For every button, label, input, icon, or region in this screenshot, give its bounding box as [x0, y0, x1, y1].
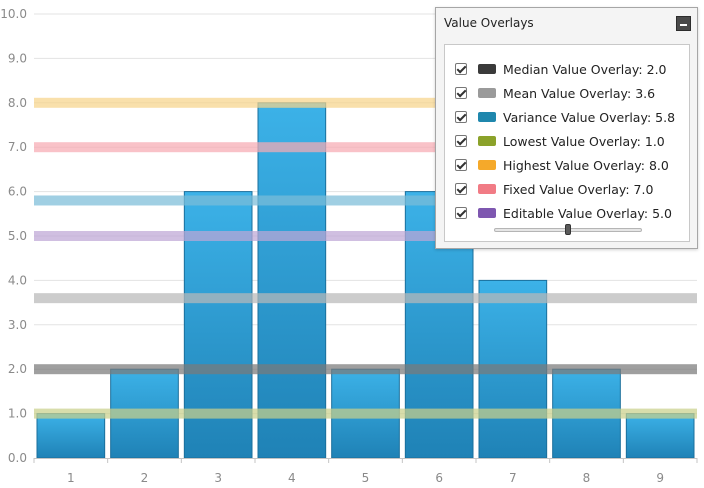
median-overlay-label: Median Value Overlay: 2.0 — [503, 61, 667, 77]
y-tick-label: 2.0 — [8, 362, 27, 376]
highest-overlay-checkbox[interactable] — [455, 159, 467, 171]
y-tick-label: 0.0 — [8, 451, 27, 465]
x-tick-label: 5 — [362, 471, 370, 485]
x-tick-label: 3 — [214, 471, 222, 485]
bar — [625, 413, 695, 459]
overlay-row-mean: Mean Value Overlay: 3.6 — [455, 81, 675, 105]
variance-overlay-line — [34, 195, 697, 206]
value-overlays-panel: Value Overlays Median Value Overlay: 2.0… — [435, 7, 698, 249]
y-tick-label: 4.0 — [8, 273, 27, 287]
editable-overlay-checkbox[interactable] — [455, 207, 467, 219]
x-tick-label: 1 — [67, 471, 75, 485]
bar — [36, 413, 106, 459]
mean-swatch — [478, 88, 496, 98]
overlay-row-highest: Highest Value Overlay: 8.0 — [455, 153, 675, 177]
mean-overlay-label: Mean Value Overlay: 3.6 — [503, 85, 656, 101]
highest-overlay-label: Highest Value Overlay: 8.0 — [503, 157, 669, 173]
mean-overlay-line — [34, 293, 697, 304]
y-tick-label: 7.0 — [8, 140, 27, 154]
variance-overlay-checkbox[interactable] — [455, 111, 467, 123]
panel-header: Value Overlays — [436, 8, 697, 38]
lowest-overlay-checkbox[interactable] — [455, 135, 467, 147]
overlay-row-fixed: Fixed Value Overlay: 7.0 — [455, 177, 675, 201]
collapse-button[interactable] — [676, 15, 691, 31]
highest-overlay-line — [34, 97, 697, 108]
median-overlay-line — [34, 364, 697, 375]
lowest-swatch — [478, 136, 496, 146]
y-tick-label: 9.0 — [8, 51, 27, 65]
minimize-icon — [680, 24, 687, 26]
variance-overlay-label: Variance Value Overlay: 5.8 — [503, 109, 676, 125]
x-tick-label: 2 — [141, 471, 149, 485]
editable-overlay-label: Editable Value Overlay: 5.0 — [503, 205, 672, 221]
mean-overlay-checkbox[interactable] — [455, 87, 467, 99]
x-tick-label: 6 — [435, 471, 443, 485]
variance-swatch — [478, 112, 496, 122]
y-tick-label: 1.0 — [8, 407, 27, 421]
overlay-list-box: Median Value Overlay: 2.0 Mean Value Ove… — [444, 44, 690, 242]
overlay-row-variance: Variance Value Overlay: 5.8 — [455, 105, 675, 129]
lowest-overlay-label: Lowest Value Overlay: 1.0 — [503, 133, 665, 149]
overlay-row-median: Median Value Overlay: 2.0 — [455, 57, 675, 81]
fixed-swatch — [478, 184, 496, 194]
highest-swatch — [478, 160, 496, 170]
fixed-overlay-line — [34, 142, 697, 153]
median-overlay-checkbox[interactable] — [455, 63, 467, 75]
y-tick-label: 3.0 — [8, 318, 27, 332]
x-tick-label: 8 — [583, 471, 591, 485]
fixed-overlay-checkbox[interactable] — [455, 183, 467, 195]
panel-title: Value Overlays — [444, 16, 534, 30]
bar — [257, 102, 327, 459]
fixed-overlay-label: Fixed Value Overlay: 7.0 — [503, 181, 654, 197]
editable-swatch — [478, 208, 496, 218]
y-tick-label: 8.0 — [8, 96, 27, 110]
slider-thumb[interactable] — [565, 224, 571, 235]
overlay-row-editable: Editable Value Overlay: 5.0 — [455, 201, 675, 225]
editable-overlay-line — [34, 231, 697, 241]
median-swatch — [478, 64, 496, 74]
y-tick-label: 6.0 — [8, 185, 27, 199]
editable-value-slider[interactable] — [494, 224, 642, 235]
y-tick-label: 5.0 — [8, 229, 27, 243]
overlay-row-lowest: Lowest Value Overlay: 1.0 — [455, 129, 675, 153]
x-tick-label: 9 — [656, 471, 664, 485]
x-tick-label: 4 — [288, 471, 296, 485]
y-tick-label: 10.0 — [0, 7, 27, 21]
lowest-overlay-line — [34, 408, 697, 419]
x-tick-label: 7 — [509, 471, 517, 485]
